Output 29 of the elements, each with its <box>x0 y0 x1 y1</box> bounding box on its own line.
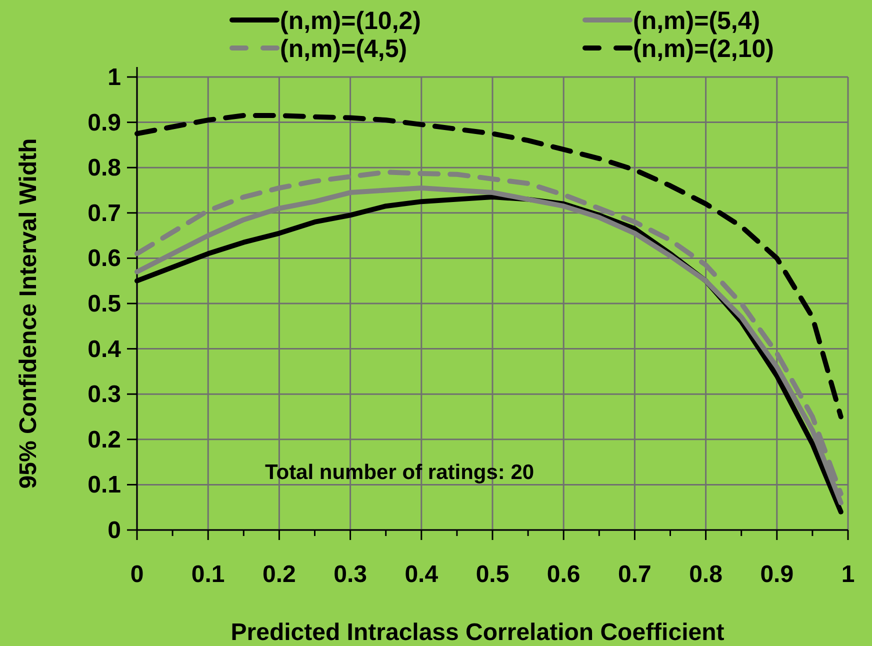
y-tick-label: 1 <box>108 64 121 91</box>
x-tick-label: 0.6 <box>546 561 580 588</box>
y-tick-label: 0.8 <box>88 154 121 182</box>
annotation: Total number of ratings: 20 <box>264 461 534 484</box>
y-axis-title: 95% Confidence Interval Width <box>15 138 42 489</box>
y-tick-label: 0.3 <box>88 381 121 408</box>
legend-label: (n,m)=(2,10) <box>633 35 774 63</box>
x-tick-label: 0.9 <box>760 561 794 588</box>
x-tick-label: 0.3 <box>334 561 367 588</box>
y-tick-label: 0 <box>108 517 121 544</box>
x-tick-label: 1 <box>841 561 855 588</box>
x-tick-label: 0 <box>130 561 144 588</box>
x-tick-label: 0.5 <box>476 561 510 588</box>
legend-label: (n,m)=(5,4) <box>633 7 760 35</box>
y-tick-label: 0.2 <box>88 426 121 454</box>
x-axis-title: Predicted Intraclass Correlation Coefficient <box>230 619 724 646</box>
x-tick-label: 0.7 <box>618 561 652 588</box>
x-tick-label: 0.8 <box>689 561 722 588</box>
y-tick-label: 0.7 <box>88 200 121 227</box>
legend-label: (n,m)=(4,5) <box>280 35 408 63</box>
x-tick-label: 0.2 <box>262 561 296 588</box>
y-tick-label: 0.4 <box>88 336 122 363</box>
y-tick-label: 0.6 <box>88 245 121 272</box>
legend-label: (n,m)=(10,2) <box>280 7 422 35</box>
x-tick-label: 0.1 <box>191 561 225 588</box>
x-tick-label: 0.4 <box>404 561 439 588</box>
y-tick-label: 0.9 <box>88 109 121 136</box>
y-tick-label: 0.5 <box>88 290 121 318</box>
y-tick-label: 0.1 <box>88 472 121 499</box>
